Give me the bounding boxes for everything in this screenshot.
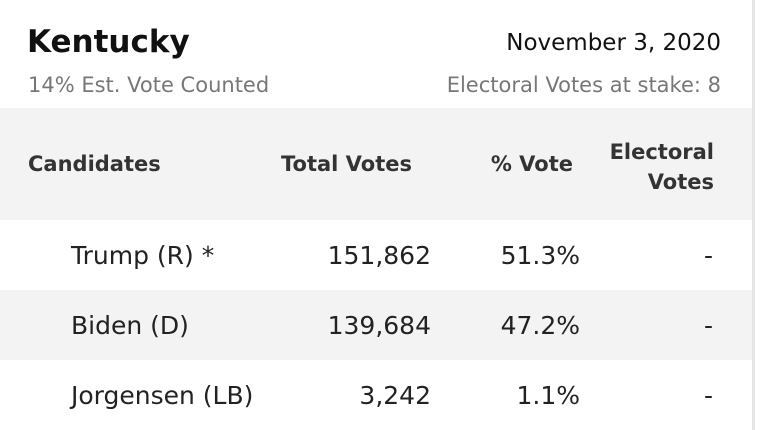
table-cell: Jorgensen (LB) (71, 381, 254, 410)
table-cell: - (703, 241, 713, 270)
table-cell: - (703, 311, 713, 340)
right-border (752, 0, 755, 430)
table-cell: 51.3% (500, 241, 580, 270)
table-cell: Trump (R) * (71, 241, 215, 270)
table-row (0, 290, 752, 360)
column-header: Candidates (28, 152, 161, 176)
table-cell: 47.2% (500, 311, 580, 340)
election-date: November 3, 2020 (506, 30, 721, 56)
table-header (0, 108, 752, 220)
table-cell: 1.1% (516, 381, 580, 410)
column-header: % Vote (490, 152, 573, 176)
column-header: Electoral Votes (609, 140, 714, 194)
column-header: Total Votes (281, 152, 412, 176)
state-title: Kentucky (27, 24, 190, 60)
table-cell: Biden (D) (71, 311, 189, 340)
table-cell: - (703, 381, 713, 410)
electoral-stake: Electoral Votes at stake: 8 (446, 73, 721, 97)
table-cell: 151,862 (327, 241, 431, 270)
table-cell: 139,684 (327, 311, 431, 340)
votes-counted: 14% Est. Vote Counted (28, 73, 270, 97)
table-cell: 3,242 (359, 381, 431, 410)
